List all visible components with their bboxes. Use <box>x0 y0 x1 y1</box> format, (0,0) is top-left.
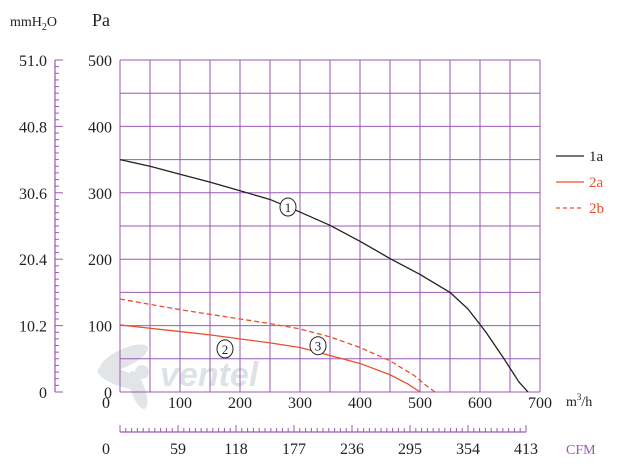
y-tick-label-mmh2o: 51.0 <box>19 53 47 70</box>
x-tick-label-m3h: 500 <box>408 395 432 412</box>
curve-marker-label: 1 <box>285 200 292 215</box>
x-tick-label-cfm: 59 <box>170 441 186 458</box>
curve-marker-label: 3 <box>315 339 322 354</box>
x-tick-label-m3h: 200 <box>228 395 252 412</box>
x-tick-label-cfm: 236 <box>340 441 364 458</box>
y-tick-label-pa: 0 <box>104 385 112 402</box>
x-tick-label-cfm: 0 <box>102 441 110 458</box>
curve-marker-circle <box>279 197 297 217</box>
x-tick-label-cfm: 413 <box>514 441 538 458</box>
plot-grid <box>119 59 541 393</box>
legend: 1a 2a 2b <box>556 149 604 217</box>
y-tick-label-mmh2o: 20.4 <box>19 252 47 269</box>
legend-label-2a: 2a <box>589 175 604 191</box>
y-tick-label-pa: 500 <box>88 53 112 70</box>
x-tick-label-m3h: 600 <box>468 395 492 412</box>
legend-label-2b: 2b <box>589 201 604 217</box>
curve-2b <box>119 298 436 393</box>
unit-label-cfm: CFM <box>566 443 596 458</box>
y-tick-label-mmh2o: 30.6 <box>19 186 47 203</box>
unit-label-mmh2o: mmH2O <box>10 15 57 33</box>
x-tick-label-cfm: 354 <box>456 441 480 458</box>
x-tick-label-m3h: 300 <box>288 395 312 412</box>
curve-1a <box>119 158 529 393</box>
x-tick-label-m3h: 400 <box>348 395 372 412</box>
y-tick-label-pa: 200 <box>88 252 112 269</box>
legend-label-1a: 1a <box>589 149 604 165</box>
curve-marker-circle <box>216 339 234 359</box>
x-tick-label-m3h: 100 <box>168 395 192 412</box>
y-tick-label-pa: 400 <box>88 119 112 136</box>
curve-2a <box>119 324 421 393</box>
curve-marker-circle <box>309 336 327 356</box>
y-tick-label-mmh2o: 40.8 <box>19 119 47 136</box>
y-tick-label-mmh2o: 0 <box>39 385 47 402</box>
y-tick-label-pa: 100 <box>88 319 112 336</box>
x-tick-label-m3h: 0 <box>102 395 110 412</box>
unit-label-pa: Pa <box>92 10 110 30</box>
performance-curves <box>119 158 529 393</box>
y-tick-label-mmh2o: 10.2 <box>19 319 47 336</box>
unit-label-m3h: m3/h <box>566 392 592 410</box>
x-tick-label-cfm: 118 <box>224 441 247 458</box>
curve-marker-label: 2 <box>222 342 229 357</box>
x-tick-label-cfm: 295 <box>398 441 422 458</box>
x-tick-label-m3h: 700 <box>528 395 552 412</box>
x-tick-label-cfm: 177 <box>282 441 306 458</box>
curve-markers: 1 2 3 <box>216 197 327 359</box>
y-tick-label-pa: 300 <box>88 186 112 203</box>
